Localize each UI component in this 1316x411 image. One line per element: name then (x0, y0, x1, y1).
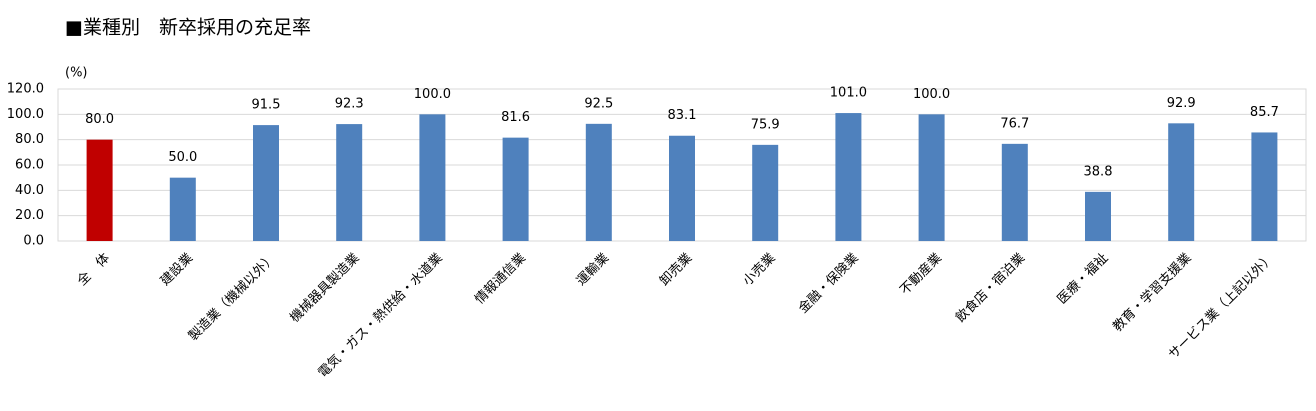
x-tick-label: 全 体 (74, 250, 113, 289)
bar (1168, 123, 1195, 241)
x-tick-label: 教育・学習支援業 (1110, 250, 1195, 335)
x-tick-label: 飲食店・宿泊業 (952, 250, 1028, 326)
chart-title: ■業種別 新卒採用の充足率 (65, 17, 311, 39)
bar (585, 123, 612, 241)
x-tick-label: 情報通信業 (472, 250, 529, 307)
x-tick-label: 運輸業 (573, 250, 612, 289)
value-label: 80.0 (85, 112, 114, 127)
x-tick-label: 小売業 (740, 250, 779, 289)
value-label: 101.0 (830, 86, 867, 101)
bar (1251, 132, 1278, 241)
value-label: 81.6 (501, 110, 530, 125)
bar (752, 144, 779, 241)
value-label: 91.5 (252, 98, 281, 113)
value-label: 92.5 (584, 96, 613, 111)
y-tick-label: 60.0 (15, 158, 44, 173)
bar (253, 125, 279, 241)
value-label: 50.0 (168, 150, 197, 165)
y-tick-label: 0.0 (23, 234, 44, 249)
bar (1085, 191, 1111, 241)
y-axis-label: (%) (65, 66, 88, 81)
value-label: 100.0 (414, 87, 451, 102)
y-tick-label: 40.0 (15, 183, 44, 198)
x-tick-label: 製造業（機械以外） (185, 250, 279, 344)
x-tick-label: 金融・保険業 (795, 250, 861, 316)
value-label: 92.3 (335, 97, 364, 112)
bar (169, 177, 196, 241)
y-tick-label: 100.0 (7, 107, 44, 122)
y-tick-label: 20.0 (15, 208, 44, 223)
bar (1001, 143, 1028, 241)
bar (419, 114, 446, 241)
y-tick-label: 80.0 (15, 132, 44, 147)
value-label: 38.8 (1084, 164, 1113, 179)
bar (336, 124, 363, 241)
x-tick-label: 建設業 (157, 250, 196, 289)
bar (86, 139, 113, 241)
value-label: 83.1 (668, 108, 697, 123)
bar (669, 135, 695, 241)
value-label: 75.9 (751, 117, 780, 132)
value-label: 76.7 (1000, 116, 1029, 131)
value-label: 92.9 (1167, 96, 1196, 111)
bar (502, 137, 529, 241)
y-tick-label: 120.0 (7, 82, 44, 97)
bar (918, 114, 945, 241)
x-tick-label: 不動産業 (897, 250, 945, 298)
x-tick-label: 医療・福祉 (1055, 251, 1112, 308)
x-tick-label: 機械器具製造業 (287, 250, 363, 326)
bar (835, 113, 862, 241)
value-label: 100.0 (913, 87, 950, 102)
value-label: 85.7 (1250, 105, 1279, 120)
x-tick-label: 卸売業 (656, 250, 695, 289)
